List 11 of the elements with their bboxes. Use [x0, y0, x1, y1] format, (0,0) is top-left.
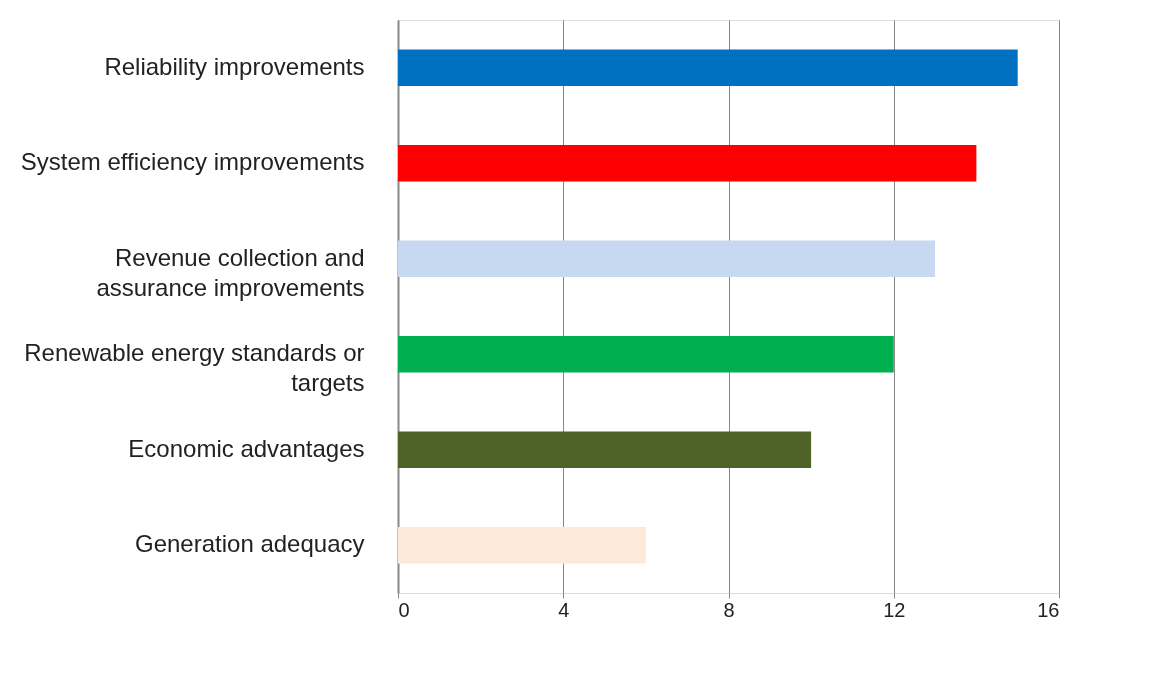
y-tick-label: Economic advantages: [128, 434, 365, 462]
y-tick-label: System efficiency improvements: [20, 148, 365, 176]
y-tick-label: Revenue collection and assurance improvements: [96, 243, 365, 301]
x-tick-label: 4: [558, 598, 570, 621]
x-tick-label: 0: [398, 598, 410, 621]
x-tick-label: 8: [723, 598, 735, 621]
y-tick-label: Generation adequacy: [135, 530, 365, 558]
x-tick-label: 16: [1037, 598, 1060, 621]
x-tick-label: 12: [883, 598, 906, 621]
y-tick-label: Reliability improvements: [104, 52, 365, 80]
y-tick-label: Renewable energy standards or targets: [24, 339, 365, 397]
